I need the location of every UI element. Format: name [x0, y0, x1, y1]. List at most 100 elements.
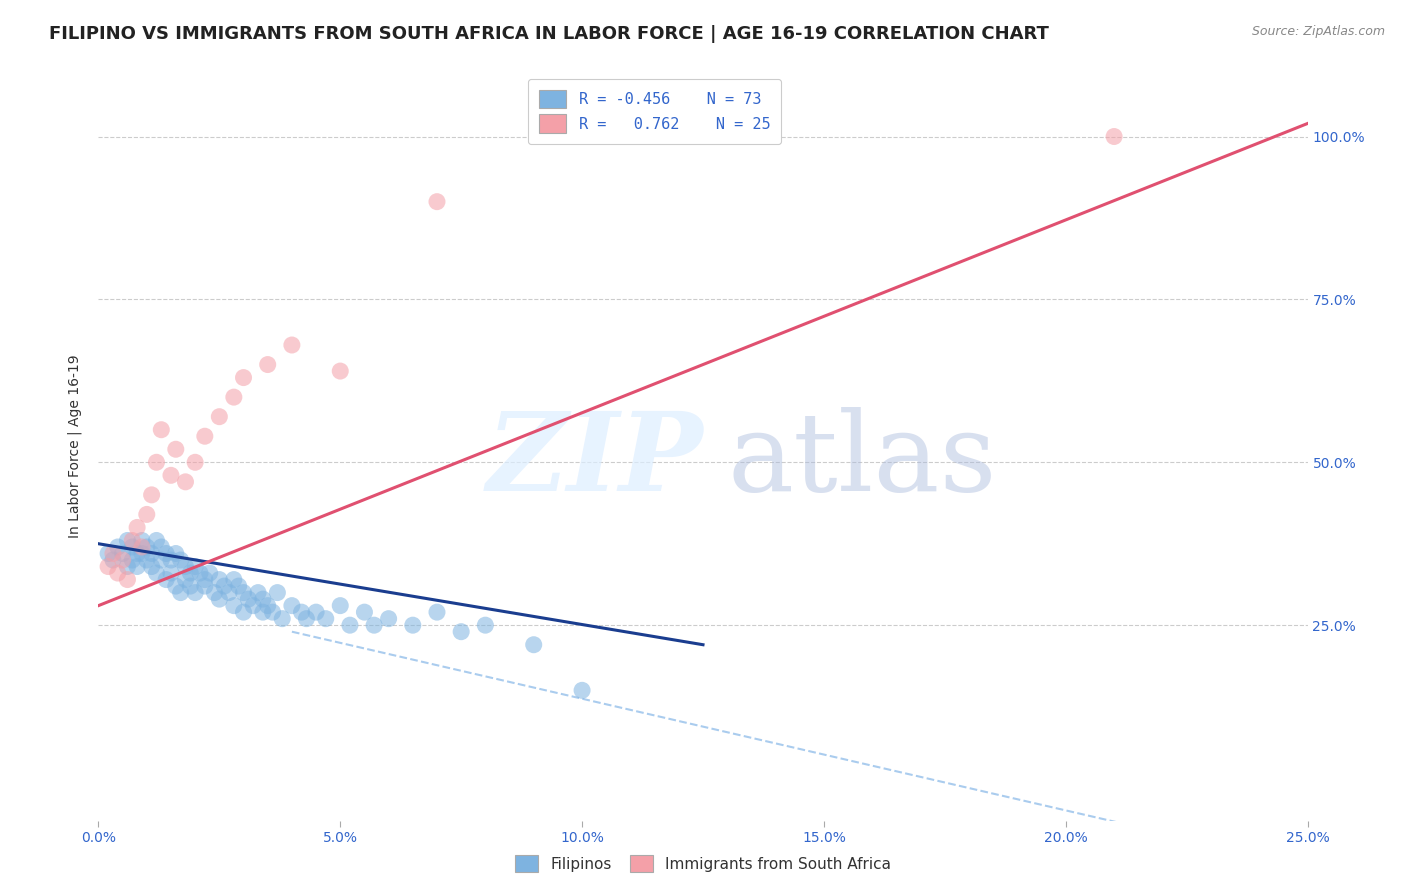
Point	[194, 429, 217, 443]
Point	[305, 605, 328, 619]
Point	[131, 533, 153, 548]
Point	[184, 455, 207, 469]
Legend: R = -0.456    N = 73, R =   0.762    N = 25: R = -0.456 N = 73, R = 0.762 N = 25	[529, 79, 780, 144]
Point	[97, 559, 120, 574]
Point	[155, 547, 177, 561]
Point	[117, 559, 139, 574]
Point	[218, 585, 240, 599]
Point	[194, 573, 217, 587]
Point	[174, 475, 197, 489]
Point	[141, 559, 163, 574]
Point	[232, 585, 254, 599]
Point	[339, 618, 361, 632]
Point	[107, 566, 129, 580]
Point	[315, 612, 337, 626]
Point	[160, 468, 183, 483]
Point	[169, 585, 191, 599]
Point	[179, 566, 201, 580]
Point	[165, 547, 187, 561]
Point	[101, 553, 124, 567]
Point	[222, 390, 245, 404]
Point	[198, 566, 221, 580]
Point	[145, 533, 167, 548]
Point	[160, 566, 183, 580]
Point	[145, 455, 167, 469]
Point	[184, 585, 207, 599]
Text: ZIP: ZIP	[486, 408, 703, 515]
Point	[523, 638, 546, 652]
Point	[169, 553, 191, 567]
Point	[127, 559, 149, 574]
Point	[426, 194, 449, 209]
Point	[402, 618, 425, 632]
Point	[329, 599, 352, 613]
Point	[131, 540, 153, 554]
Point	[232, 605, 254, 619]
Point	[101, 547, 124, 561]
Point	[271, 612, 294, 626]
Point	[252, 592, 274, 607]
Point	[1102, 129, 1125, 144]
Point	[174, 573, 197, 587]
Point	[135, 553, 157, 567]
Point	[194, 579, 217, 593]
Point	[165, 442, 187, 457]
Point	[150, 540, 173, 554]
Point	[426, 605, 449, 619]
Point	[281, 338, 304, 352]
Point	[97, 547, 120, 561]
Point	[377, 612, 399, 626]
Point	[121, 553, 143, 567]
Point	[208, 573, 231, 587]
Point	[141, 488, 163, 502]
Point	[353, 605, 375, 619]
Point	[165, 579, 187, 593]
Point	[111, 553, 134, 567]
Point	[238, 592, 260, 607]
Point	[474, 618, 496, 632]
Point	[281, 599, 304, 613]
Point	[232, 370, 254, 384]
Point	[222, 599, 245, 613]
Point	[135, 540, 157, 554]
Point	[256, 599, 278, 613]
Point	[184, 559, 207, 574]
Point	[141, 547, 163, 561]
Point	[188, 566, 211, 580]
Text: Source: ZipAtlas.com: Source: ZipAtlas.com	[1251, 25, 1385, 38]
Point	[208, 409, 231, 424]
Point	[262, 605, 284, 619]
Point	[127, 520, 149, 534]
Point	[127, 547, 149, 561]
Point	[290, 605, 312, 619]
Point	[179, 579, 201, 593]
Point	[121, 533, 143, 548]
Point	[228, 579, 250, 593]
Point	[256, 358, 278, 372]
Point	[571, 683, 593, 698]
Point	[135, 508, 157, 522]
Point	[212, 579, 235, 593]
Point	[117, 573, 139, 587]
Point	[117, 533, 139, 548]
Point	[150, 553, 173, 567]
Text: atlas: atlas	[727, 408, 997, 515]
Point	[208, 592, 231, 607]
Point	[155, 573, 177, 587]
Point	[450, 624, 472, 639]
Point	[145, 566, 167, 580]
Text: FILIPINO VS IMMIGRANTS FROM SOUTH AFRICA IN LABOR FORCE | AGE 16-19 CORRELATION : FILIPINO VS IMMIGRANTS FROM SOUTH AFRICA…	[49, 25, 1049, 43]
Point	[247, 585, 270, 599]
Point	[107, 540, 129, 554]
Point	[160, 553, 183, 567]
Point	[363, 618, 385, 632]
Legend: Filipinos, Immigrants from South Africa: Filipinos, Immigrants from South Africa	[508, 847, 898, 880]
Point	[174, 559, 197, 574]
Point	[295, 612, 318, 626]
Point	[150, 423, 173, 437]
Y-axis label: In Labor Force | Age 16-19: In Labor Force | Age 16-19	[67, 354, 83, 538]
Point	[131, 547, 153, 561]
Point	[204, 585, 226, 599]
Point	[121, 540, 143, 554]
Point	[329, 364, 352, 378]
